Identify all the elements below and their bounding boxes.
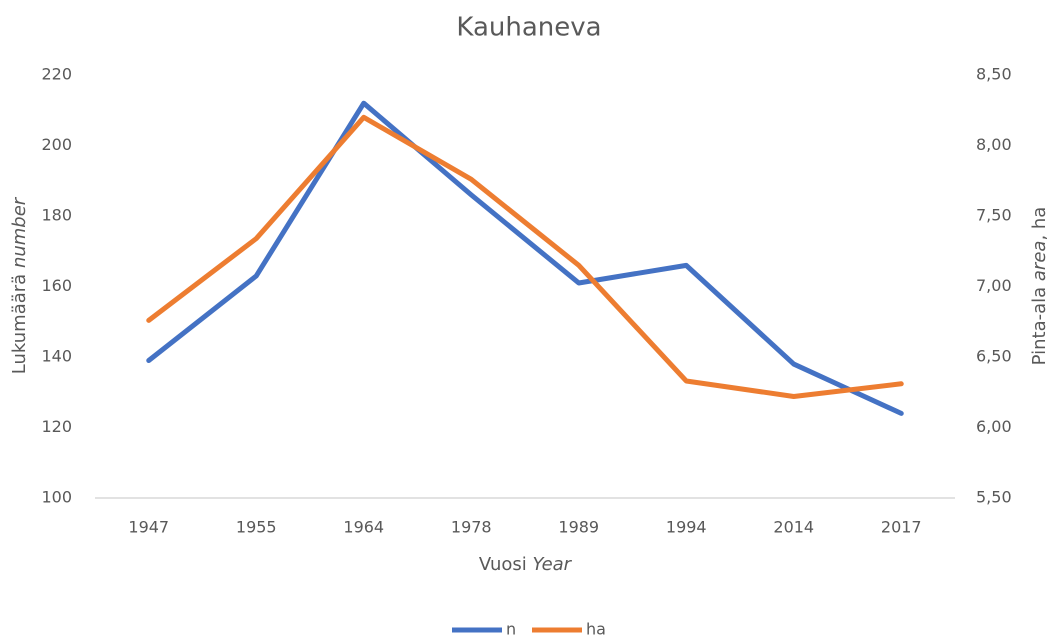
x-tick-label: 1964 [343,518,384,537]
x-tick-label: 1989 [558,518,599,537]
x-tick-label: 2014 [773,518,814,537]
y-axis-label: Lukumäärä number [9,196,30,374]
x-tick-label: 1955 [236,518,277,537]
x-tick-label: 1994 [666,518,707,537]
y2-axis-label: Pinta-ala area, ha [1029,207,1050,366]
y2-tick-label: 7,00 [976,276,1012,295]
y-tick-label: 140 [41,347,72,366]
x-tick-label: 2017 [881,518,922,537]
legend-label: n [506,620,516,639]
y2-tick-label: 7,50 [976,206,1012,225]
x-tick-label: 1978 [451,518,492,537]
y-tick-label: 200 [41,135,72,154]
y-tick-label: 120 [41,417,72,436]
y-tick-label: 160 [41,276,72,295]
x-tick-label: 1947 [128,518,169,537]
y-tick-label: 180 [41,206,72,225]
y-tick-label: 100 [41,488,72,507]
series-line [146,114,904,399]
y2-tick-label: 6,50 [976,347,1012,366]
y2-tick-label: 8,00 [976,135,1012,154]
chart-title: Kauhaneva [456,13,601,43]
x-axis-label: Vuosi Year [479,554,573,575]
y2-tick-label: 8,50 [976,65,1012,84]
series-line [146,100,904,416]
legend-label: ha [586,620,606,639]
y2-tick-label: 5,50 [976,488,1012,507]
y-tick-label: 220 [41,65,72,84]
y2-tick-label: 6,00 [976,417,1012,436]
